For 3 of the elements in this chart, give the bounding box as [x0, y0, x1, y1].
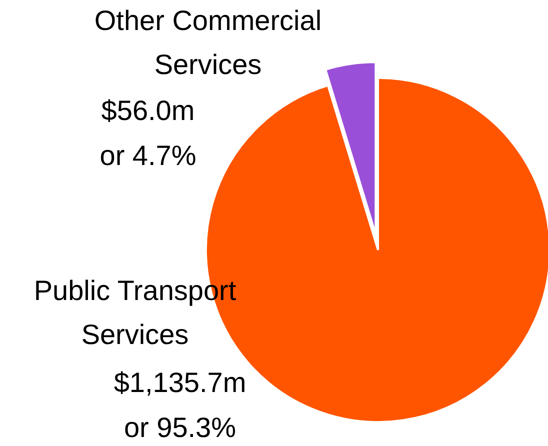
slice-label: Other Commercial Services: [94, 5, 322, 80]
data-label: $56.0m or 4.7%: [100, 95, 196, 171]
data-label: $1,135.7m or 95.3%: [114, 367, 246, 443]
